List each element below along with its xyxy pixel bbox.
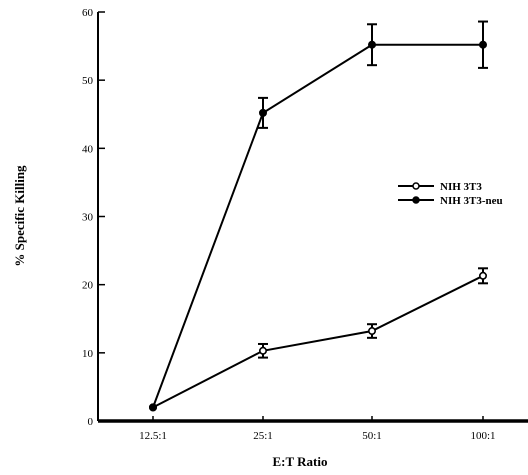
series-line xyxy=(152,274,484,409)
x-tick-label: 12.5:1 xyxy=(139,430,167,442)
y-axis-ticks: 0 10 20 30 40 50 60 xyxy=(82,7,105,428)
x-axis-title: E:T Ratio xyxy=(272,454,327,469)
y-tick-label: 40 xyxy=(82,143,94,155)
y-tick-label: 10 xyxy=(82,348,94,360)
series-group xyxy=(149,20,488,412)
data-point xyxy=(478,40,487,49)
x-axis-ticks: 12.5:1 25:1 50:1 100:1 xyxy=(139,416,496,442)
y-tick-label: 30 xyxy=(82,212,94,224)
series-line xyxy=(152,43,483,408)
legend: NIH 3T3 NIH 3T3-neu xyxy=(398,181,503,207)
data-point xyxy=(367,40,376,49)
x-tick-label: 25:1 xyxy=(253,430,273,442)
series-nih-3t3-neu xyxy=(149,20,488,412)
y-axis-title: % Specific Killing xyxy=(12,165,27,267)
legend-marker xyxy=(412,182,420,190)
y-tick-label: 50 xyxy=(82,75,94,87)
y-tick-label: 0 xyxy=(88,416,94,428)
legend-label: NIH 3T3-neu xyxy=(440,195,503,207)
legend-marker xyxy=(412,196,420,204)
data-point xyxy=(258,108,267,117)
series-nih-3t3 xyxy=(149,267,488,412)
data-point xyxy=(478,271,487,280)
data-point xyxy=(258,346,267,355)
x-tick-label: 50:1 xyxy=(362,430,382,442)
y-tick-label: 60 xyxy=(82,7,94,19)
data-point xyxy=(149,403,158,412)
y-tick-label: 20 xyxy=(82,280,94,292)
axes xyxy=(97,12,528,423)
legend-label: NIH 3T3 xyxy=(440,181,482,193)
x-tick-label: 100:1 xyxy=(470,430,495,442)
data-point xyxy=(367,327,376,336)
